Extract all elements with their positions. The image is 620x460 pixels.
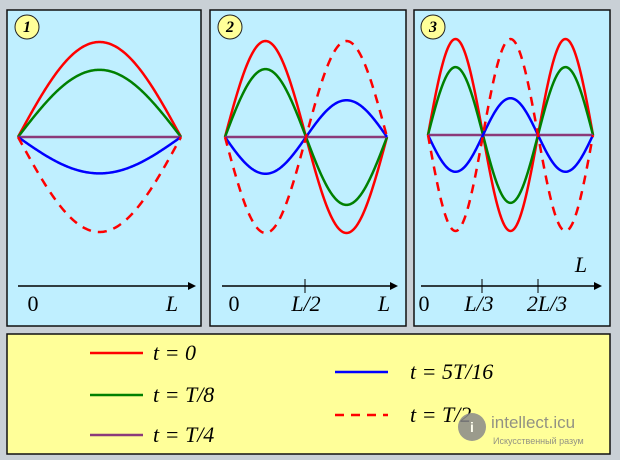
panel-1-badge-label: 1 xyxy=(23,19,31,36)
panel-1-curves xyxy=(16,40,183,234)
watermark-title: intellect.icu xyxy=(491,413,575,432)
panel-3-axis-label-two-thirds: 2L/3 xyxy=(527,291,567,316)
panel-2-curves xyxy=(223,39,389,235)
panel-3-curve-4 xyxy=(426,37,595,233)
panel-3-axis-label-third: L/3 xyxy=(463,291,493,316)
panel-1-badge xyxy=(14,14,40,40)
watermark-logo: i intellect.icu Искусственный разум xyxy=(458,413,584,446)
panel-2-badge-label: 2 xyxy=(225,19,234,36)
legend-label-1: t = T/8 xyxy=(153,382,214,407)
legend-label-0: t = 0 xyxy=(153,340,196,365)
panel-1-curve-1 xyxy=(17,68,182,138)
panel-2-curve-4 xyxy=(223,39,389,235)
legend-label-3: t = 5T/16 xyxy=(410,359,493,384)
panel-1-axis-arrow xyxy=(188,282,196,290)
legend: t = 0 t = T/8 t = T/4 t = 5T/16 t = T/2 xyxy=(6,333,611,455)
panel-3-curve-1 xyxy=(426,65,595,205)
panel-3-curve-0 xyxy=(426,37,595,233)
panel-mode-1: 1 0 L xyxy=(6,9,202,327)
panel-2-axis-arrow xyxy=(390,282,398,290)
panel-2-badge xyxy=(217,14,243,40)
watermark-icon-glyph: i xyxy=(470,419,474,435)
panel-2-axis-label-L: L xyxy=(377,291,390,316)
panel-3-badge-label: 3 xyxy=(428,19,437,36)
panel-3-axis-label-L: L xyxy=(574,252,587,277)
panel-1-curve-3 xyxy=(17,135,182,175)
panel-mode-3: 3 0 L/3 2L/3 L xyxy=(413,9,611,327)
panel-2-axis-label-half: L/2 xyxy=(290,291,320,316)
panel-3-curves xyxy=(426,37,595,233)
panel-3-axis-label-0: 0 xyxy=(419,291,430,316)
panel-1-axis-label-0: 0 xyxy=(28,291,39,316)
panel-1-curve-4 xyxy=(16,136,183,234)
watermark-subtitle: Искусственный разум xyxy=(493,436,584,446)
panel-2-axis-label-0: 0 xyxy=(229,291,240,316)
panel-3-badge xyxy=(420,14,446,40)
panel-3-curve-3 xyxy=(426,96,595,174)
panel-1-axis-label-L: L xyxy=(165,291,178,316)
panel-1-background xyxy=(6,9,202,327)
panel-2-background xyxy=(209,9,407,327)
panel-3-axis-arrow xyxy=(594,282,602,290)
panel-mode-2: 2 0 L/2 L xyxy=(209,9,407,327)
legend-label-2: t = T/4 xyxy=(153,422,214,447)
watermark-icon xyxy=(458,413,486,441)
panel-1-curve-0 xyxy=(16,40,183,138)
